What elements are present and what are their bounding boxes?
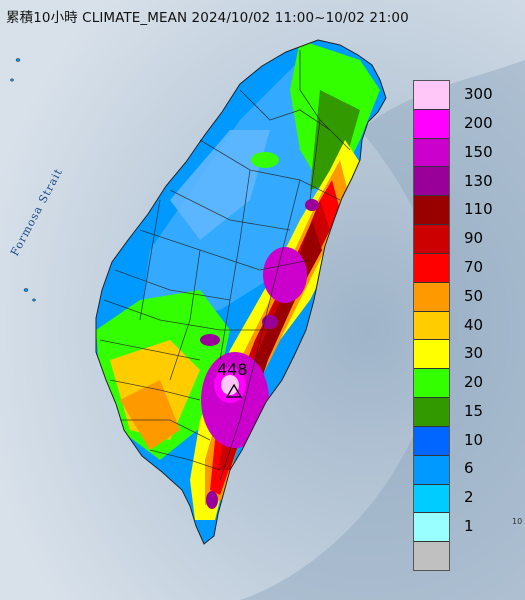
legend-label: 6 <box>464 459 474 478</box>
legend-swatch <box>414 196 449 226</box>
legend-label: 130 <box>464 171 493 190</box>
legend-swatch <box>414 167 449 197</box>
triangle-icon <box>226 384 242 398</box>
legend-label: 30 <box>464 344 484 363</box>
legend-label: 70 <box>464 257 484 276</box>
legend-swatch <box>414 484 449 514</box>
legend-label: 110 <box>464 200 493 219</box>
legend-swatch <box>414 282 449 312</box>
legend-label: 20 <box>464 373 484 392</box>
legend-swatch <box>414 253 449 283</box>
legend-swatch <box>414 109 449 139</box>
offshore-islands <box>10 58 36 302</box>
legend-label: 40 <box>464 315 484 334</box>
legend-swatch <box>414 81 449 110</box>
legend-swatch <box>414 542 449 571</box>
scale-fragment: 10 <box>512 517 523 526</box>
legend-label: 150 <box>464 142 493 161</box>
sea-relief <box>240 60 525 600</box>
legend-swatch <box>414 311 449 341</box>
legend-label: 90 <box>464 229 484 248</box>
legend-swatch <box>414 513 449 543</box>
legend-label: 10 <box>464 430 484 449</box>
legend-swatch <box>414 426 449 456</box>
legend-colorbar <box>413 80 450 571</box>
legend-swatch <box>414 369 449 399</box>
legend-swatch <box>414 398 449 427</box>
legend-label: 200 <box>464 114 493 133</box>
map-title: 累積10小時 CLIMATE_MEAN 2024/10/02 11:00~10/… <box>6 10 409 26</box>
legend-label: 2 <box>464 488 474 507</box>
legend-labels: 300 200 150 130 110 90 70 50 40 30 20 15 10 6 2 1 <box>464 80 524 569</box>
legend-swatch <box>414 225 449 254</box>
legend-label: 1 <box>464 516 474 535</box>
county-boundaries <box>99 50 351 481</box>
legend-label: 50 <box>464 286 484 305</box>
legend-swatch <box>414 340 449 370</box>
legend-label: 300 <box>464 85 493 104</box>
legend-swatch <box>414 455 449 485</box>
island-outline <box>95 39 387 545</box>
peak-value: 448 <box>217 360 248 379</box>
legend-label: 15 <box>464 401 484 420</box>
legend-swatch <box>414 138 449 168</box>
